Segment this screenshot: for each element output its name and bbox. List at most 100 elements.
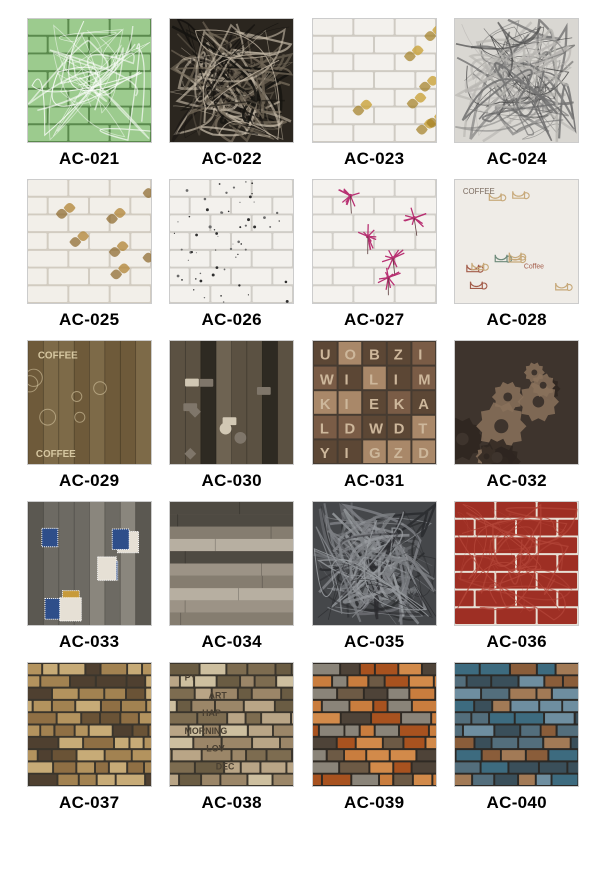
svg-text:G: G xyxy=(369,446,380,462)
swatch-cell: COFFEE COFFEE AC-029 xyxy=(26,340,153,491)
swatch-cell: AC-021 xyxy=(26,18,153,169)
swatch-cell: AC-024 xyxy=(454,18,581,169)
swatch-cell: COFFEE Coffee AC-028 xyxy=(454,179,581,330)
swatch-thumbnail: COFFEE COFFEE xyxy=(27,340,152,465)
swatch-cell: AC-037 xyxy=(26,662,153,813)
swatch-thumbnail xyxy=(27,18,152,143)
svg-text:E: E xyxy=(369,397,379,413)
swatch-code-label: AC-021 xyxy=(59,149,119,169)
swatch-cell: AC-022 xyxy=(169,18,296,169)
swatch-texture xyxy=(455,19,578,142)
swatch-code-label: AC-027 xyxy=(344,310,404,330)
swatch-code-label: AC-032 xyxy=(487,471,547,491)
swatch-code-label: AC-031 xyxy=(344,471,404,491)
swatch-thumbnail xyxy=(27,179,152,304)
swatch-code-label: AC-030 xyxy=(202,471,262,491)
swatch-cell: AC-025 xyxy=(26,179,153,330)
swatch-thumbnail xyxy=(169,340,294,465)
swatch-texture xyxy=(313,663,436,786)
swatch-code-label: AC-028 xyxy=(487,310,547,330)
swatch-cell: AC-033 xyxy=(26,501,153,652)
svg-text:D: D xyxy=(393,421,404,437)
svg-text:L: L xyxy=(320,421,329,437)
svg-text:M: M xyxy=(418,372,430,388)
swatch-catalog-grid: AC-021AC-022AC-023AC-024AC-025AC-026AC-0… xyxy=(26,18,580,813)
svg-text:COFFEE: COFFEE xyxy=(38,351,78,362)
svg-text:DEC: DEC xyxy=(216,761,235,771)
swatch-texture: UOBZIWILIMKIEKALDWDTYIGZD xyxy=(313,341,436,464)
swatch-cell: AC-034 xyxy=(169,501,296,652)
swatch-texture xyxy=(170,341,293,464)
svg-text:B: B xyxy=(369,348,380,364)
swatch-texture xyxy=(170,19,293,142)
swatch-texture xyxy=(28,180,151,303)
swatch-cell: PYARTHAPMORNINGLOVDECAC-038 xyxy=(169,662,296,813)
swatch-cell: UOBZIWILIMKIEKALDWDTYIGZDAC-031 xyxy=(311,340,438,491)
swatch-cell: AC-030 xyxy=(169,340,296,491)
svg-text:I: I xyxy=(344,397,348,413)
swatch-texture xyxy=(455,663,578,786)
swatch-thumbnail xyxy=(312,662,437,787)
svg-text:ART: ART xyxy=(209,690,228,700)
swatch-thumbnail xyxy=(454,501,579,626)
svg-text:A: A xyxy=(418,397,429,413)
swatch-code-label: AC-025 xyxy=(59,310,119,330)
swatch-code-label: AC-023 xyxy=(344,149,404,169)
swatch-thumbnail: UOBZIWILIMKIEKALDWDTYIGZD xyxy=(312,340,437,465)
swatch-code-label: AC-037 xyxy=(59,793,119,813)
swatch-cell: AC-040 xyxy=(454,662,581,813)
swatch-texture xyxy=(28,663,151,786)
svg-text:K: K xyxy=(393,397,404,413)
svg-text:W: W xyxy=(369,421,383,437)
swatch-cell: AC-023 xyxy=(311,18,438,169)
svg-text:Y: Y xyxy=(320,446,330,462)
svg-text:D: D xyxy=(344,421,355,437)
swatch-thumbnail xyxy=(169,18,294,143)
svg-text:HAP: HAP xyxy=(202,708,221,718)
swatch-thumbnail: COFFEE Coffee xyxy=(454,179,579,304)
swatch-thumbnail xyxy=(454,662,579,787)
svg-text:O: O xyxy=(344,348,355,364)
svg-text:COFFEE: COFFEE xyxy=(463,187,495,196)
swatch-thumbnail xyxy=(454,340,579,465)
swatch-code-label: AC-036 xyxy=(487,632,547,652)
swatch-code-label: AC-039 xyxy=(344,793,404,813)
swatch-texture: PYARTHAPMORNINGLOVDEC xyxy=(170,663,293,786)
swatch-thumbnail xyxy=(27,501,152,626)
swatch-cell: AC-035 xyxy=(311,501,438,652)
swatch-thumbnail: PYARTHAPMORNINGLOVDEC xyxy=(169,662,294,787)
svg-text:I: I xyxy=(418,348,422,364)
svg-text:K: K xyxy=(320,397,331,413)
svg-text:COFFEE: COFFEE xyxy=(36,449,76,460)
swatch-thumbnail xyxy=(312,179,437,304)
svg-text:T: T xyxy=(418,421,427,437)
swatch-thumbnail xyxy=(312,18,437,143)
swatch-code-label: AC-024 xyxy=(487,149,547,169)
swatch-texture xyxy=(313,180,436,303)
swatch-texture xyxy=(28,19,151,142)
swatch-thumbnail xyxy=(312,501,437,626)
svg-text:PY: PY xyxy=(185,673,197,683)
swatch-code-label: AC-034 xyxy=(202,632,262,652)
swatch-texture xyxy=(455,341,578,464)
svg-text:I: I xyxy=(393,372,397,388)
swatch-texture xyxy=(170,502,293,625)
swatch-code-label: AC-029 xyxy=(59,471,119,491)
swatch-texture xyxy=(170,180,293,303)
svg-text:U: U xyxy=(320,348,331,364)
svg-text:I: I xyxy=(344,446,348,462)
swatch-code-label: AC-022 xyxy=(202,149,262,169)
swatch-texture: COFFEE Coffee xyxy=(455,180,578,303)
svg-text:D: D xyxy=(418,446,429,462)
swatch-code-label: AC-035 xyxy=(344,632,404,652)
svg-text:W: W xyxy=(320,372,334,388)
swatch-thumbnail xyxy=(169,501,294,626)
swatch-texture xyxy=(455,502,578,625)
svg-text:Coffee: Coffee xyxy=(524,264,544,271)
swatch-thumbnail xyxy=(27,662,152,787)
swatch-code-label: AC-040 xyxy=(487,793,547,813)
swatch-texture xyxy=(313,19,436,142)
swatch-texture xyxy=(313,502,436,625)
swatch-texture: COFFEE COFFEE xyxy=(28,341,151,464)
svg-text:Z: Z xyxy=(393,348,402,364)
